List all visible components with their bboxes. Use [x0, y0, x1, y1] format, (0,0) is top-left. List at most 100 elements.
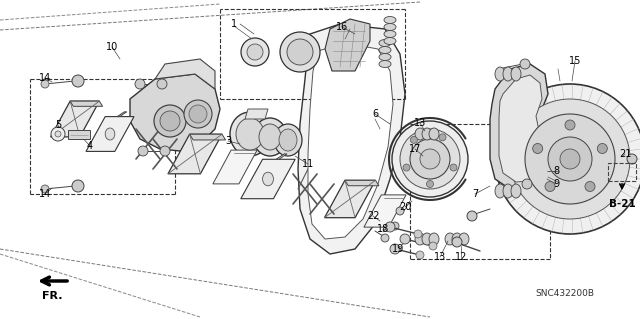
- Bar: [608, 163, 636, 181]
- Circle shape: [400, 234, 410, 244]
- Ellipse shape: [379, 54, 391, 61]
- Circle shape: [420, 149, 440, 169]
- Ellipse shape: [511, 184, 521, 198]
- Ellipse shape: [511, 67, 521, 81]
- Ellipse shape: [384, 38, 396, 44]
- Circle shape: [400, 129, 460, 189]
- Circle shape: [72, 180, 84, 192]
- Polygon shape: [364, 195, 406, 227]
- Polygon shape: [298, 24, 405, 254]
- Circle shape: [396, 207, 404, 215]
- Text: 19: 19: [392, 244, 404, 254]
- Ellipse shape: [459, 233, 469, 245]
- Ellipse shape: [379, 47, 391, 54]
- Text: FR.: FR.: [42, 291, 62, 301]
- Circle shape: [467, 211, 477, 221]
- Circle shape: [138, 146, 148, 156]
- Circle shape: [565, 120, 575, 130]
- Polygon shape: [245, 109, 268, 119]
- Ellipse shape: [236, 118, 264, 150]
- Polygon shape: [345, 180, 379, 186]
- Polygon shape: [308, 43, 393, 239]
- Circle shape: [597, 144, 607, 153]
- Text: 13: 13: [434, 252, 446, 262]
- Ellipse shape: [279, 129, 297, 151]
- Ellipse shape: [422, 233, 432, 245]
- Circle shape: [452, 237, 462, 247]
- Circle shape: [184, 100, 212, 128]
- Polygon shape: [86, 117, 134, 152]
- Polygon shape: [155, 59, 215, 89]
- Circle shape: [160, 146, 170, 156]
- Text: 14: 14: [39, 73, 51, 83]
- Circle shape: [450, 164, 457, 171]
- Ellipse shape: [495, 67, 505, 81]
- Circle shape: [403, 164, 410, 171]
- Ellipse shape: [384, 31, 396, 38]
- Ellipse shape: [379, 61, 391, 68]
- Circle shape: [287, 39, 313, 65]
- Polygon shape: [324, 180, 376, 218]
- Circle shape: [548, 137, 592, 181]
- Polygon shape: [117, 112, 127, 117]
- Ellipse shape: [415, 128, 425, 140]
- Ellipse shape: [259, 124, 281, 150]
- Circle shape: [392, 121, 468, 197]
- Circle shape: [385, 222, 395, 232]
- Circle shape: [426, 181, 433, 188]
- Circle shape: [429, 242, 437, 250]
- Circle shape: [410, 139, 450, 179]
- Text: 11: 11: [302, 159, 314, 169]
- Circle shape: [41, 80, 49, 88]
- Ellipse shape: [503, 184, 513, 198]
- Circle shape: [72, 75, 84, 87]
- Ellipse shape: [379, 40, 391, 47]
- Ellipse shape: [253, 118, 287, 156]
- Circle shape: [416, 251, 424, 259]
- Polygon shape: [241, 159, 295, 199]
- Ellipse shape: [452, 233, 462, 245]
- Text: 5: 5: [55, 120, 61, 130]
- Text: 17: 17: [409, 144, 421, 154]
- Circle shape: [439, 134, 446, 141]
- Ellipse shape: [495, 184, 505, 198]
- Circle shape: [55, 131, 61, 137]
- Text: 12: 12: [455, 252, 467, 262]
- Ellipse shape: [262, 172, 273, 186]
- Circle shape: [585, 182, 595, 191]
- Circle shape: [51, 127, 65, 141]
- Circle shape: [520, 59, 530, 69]
- Text: 22: 22: [367, 211, 380, 221]
- Text: 15: 15: [569, 56, 581, 66]
- Ellipse shape: [445, 233, 455, 245]
- Polygon shape: [51, 101, 99, 137]
- Text: 7: 7: [472, 189, 478, 199]
- Ellipse shape: [230, 112, 270, 156]
- Polygon shape: [213, 150, 257, 184]
- Ellipse shape: [384, 17, 396, 24]
- Text: 14: 14: [39, 189, 51, 199]
- Ellipse shape: [415, 233, 425, 245]
- Circle shape: [390, 244, 400, 254]
- Text: 10: 10: [106, 42, 118, 52]
- Circle shape: [391, 222, 399, 230]
- Text: 3: 3: [225, 136, 231, 146]
- Text: 18: 18: [377, 224, 389, 234]
- Ellipse shape: [429, 128, 439, 140]
- Polygon shape: [70, 101, 102, 106]
- Circle shape: [135, 79, 145, 89]
- Text: 4: 4: [87, 141, 93, 151]
- Circle shape: [525, 114, 615, 204]
- Circle shape: [154, 105, 186, 137]
- Text: 16: 16: [336, 22, 348, 32]
- Circle shape: [627, 154, 637, 164]
- Text: 21: 21: [619, 149, 631, 159]
- Text: 13: 13: [414, 118, 426, 128]
- Ellipse shape: [384, 24, 396, 31]
- Polygon shape: [130, 74, 220, 151]
- Circle shape: [522, 179, 532, 189]
- Ellipse shape: [429, 233, 439, 245]
- Circle shape: [495, 84, 640, 234]
- Circle shape: [280, 32, 320, 72]
- Polygon shape: [499, 75, 542, 182]
